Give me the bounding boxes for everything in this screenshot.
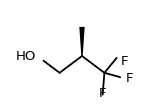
Text: F: F — [121, 55, 129, 68]
Text: F: F — [98, 87, 106, 100]
Text: F: F — [126, 72, 133, 85]
Polygon shape — [79, 27, 85, 56]
Text: HO: HO — [16, 50, 36, 62]
